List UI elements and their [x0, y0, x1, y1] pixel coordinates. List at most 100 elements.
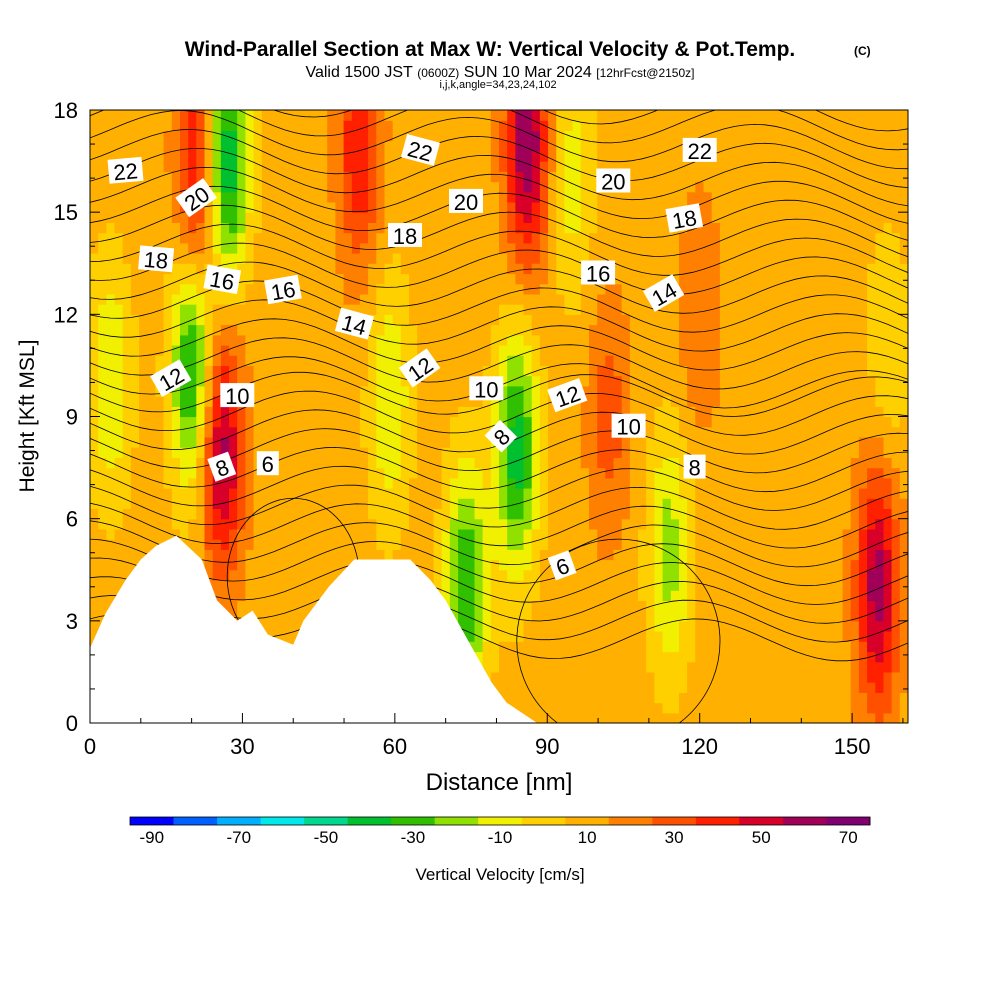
w-cell — [539, 140, 549, 152]
w-cell — [531, 671, 541, 683]
w-cell — [728, 140, 737, 152]
w-cell — [752, 559, 762, 571]
w-cell — [597, 222, 606, 234]
w-cell — [302, 140, 312, 152]
w-cell — [695, 253, 705, 264]
w-cell — [474, 610, 484, 622]
w-cell — [515, 396, 525, 407]
w-cell — [302, 334, 312, 346]
w-cell — [687, 661, 696, 673]
w-cell — [580, 222, 590, 234]
w-cell — [294, 569, 304, 581]
w-cell — [760, 140, 770, 152]
w-cell — [212, 396, 222, 407]
w-cell — [384, 110, 394, 121]
w-cell — [687, 436, 696, 448]
w-cell — [155, 130, 165, 142]
w-cell — [507, 140, 516, 152]
w-cell — [687, 682, 696, 693]
w-cell — [368, 426, 377, 438]
w-cell — [220, 488, 230, 499]
w-cell — [670, 661, 680, 673]
w-cell — [679, 488, 688, 499]
w-cell — [679, 467, 688, 479]
w-cell — [253, 110, 263, 121]
w-cell — [229, 161, 238, 172]
w-cell — [564, 498, 574, 509]
w-cell — [204, 253, 214, 264]
w-cell — [629, 242, 639, 254]
w-cell — [384, 416, 394, 428]
w-cell — [539, 528, 549, 540]
w-cell — [564, 140, 574, 152]
w-cell — [212, 232, 222, 244]
w-cell — [621, 365, 631, 377]
w-cell — [253, 304, 263, 315]
w-cell — [261, 140, 271, 152]
w-cell — [531, 508, 541, 520]
w-cell — [458, 232, 467, 244]
w-cell — [523, 324, 533, 336]
w-cell — [499, 477, 508, 489]
w-cell — [278, 539, 287, 550]
w-cell — [589, 314, 598, 326]
w-cell — [638, 375, 647, 387]
w-cell — [621, 467, 631, 479]
w-cell — [449, 171, 459, 183]
w-cell — [703, 671, 713, 683]
w-cell — [597, 508, 606, 520]
w-cell — [449, 253, 459, 264]
w-cell — [589, 508, 598, 520]
w-cell — [343, 212, 353, 223]
w-cell — [580, 702, 590, 714]
w-cell — [278, 620, 287, 632]
w-cell — [204, 140, 214, 152]
w-cell — [589, 426, 598, 438]
w-cell — [425, 375, 435, 387]
w-cell — [605, 631, 615, 642]
w-cell — [556, 314, 566, 326]
w-cell — [744, 191, 754, 203]
w-cell — [98, 324, 107, 336]
w-cell — [245, 406, 255, 418]
w-cell — [139, 467, 148, 479]
w-cell — [114, 355, 124, 366]
w-cell — [245, 488, 255, 499]
w-cell — [449, 447, 459, 458]
w-cell — [752, 436, 762, 448]
w-cell — [343, 406, 353, 418]
w-cell — [270, 508, 279, 520]
w-cell — [572, 273, 582, 285]
w-cell — [711, 651, 721, 663]
w-cell — [114, 569, 124, 581]
w-cell — [564, 293, 574, 305]
w-cell — [392, 201, 402, 213]
w-cell — [180, 263, 189, 275]
w-cell — [679, 345, 688, 356]
w-cell — [523, 110, 533, 121]
w-cell — [392, 293, 402, 305]
w-cell — [523, 222, 533, 234]
w-cell — [122, 120, 132, 131]
w-cell — [646, 232, 655, 244]
w-cell — [180, 150, 189, 162]
w-cell — [507, 293, 516, 305]
w-cell — [384, 447, 394, 458]
w-cell — [711, 263, 721, 275]
w-cell — [98, 600, 107, 612]
w-cell — [711, 314, 721, 326]
w-cell — [654, 314, 664, 326]
w-cell — [613, 375, 623, 387]
w-cell — [466, 110, 476, 121]
w-cell — [621, 324, 631, 336]
w-cell — [253, 212, 263, 223]
w-cell — [621, 253, 631, 264]
w-cell — [114, 150, 124, 162]
w-cell — [204, 242, 214, 254]
w-cell — [466, 447, 476, 458]
w-cell — [703, 396, 713, 407]
w-cell — [523, 508, 533, 520]
w-cell — [490, 569, 500, 581]
w-cell — [106, 375, 116, 387]
w-cell — [155, 222, 165, 234]
